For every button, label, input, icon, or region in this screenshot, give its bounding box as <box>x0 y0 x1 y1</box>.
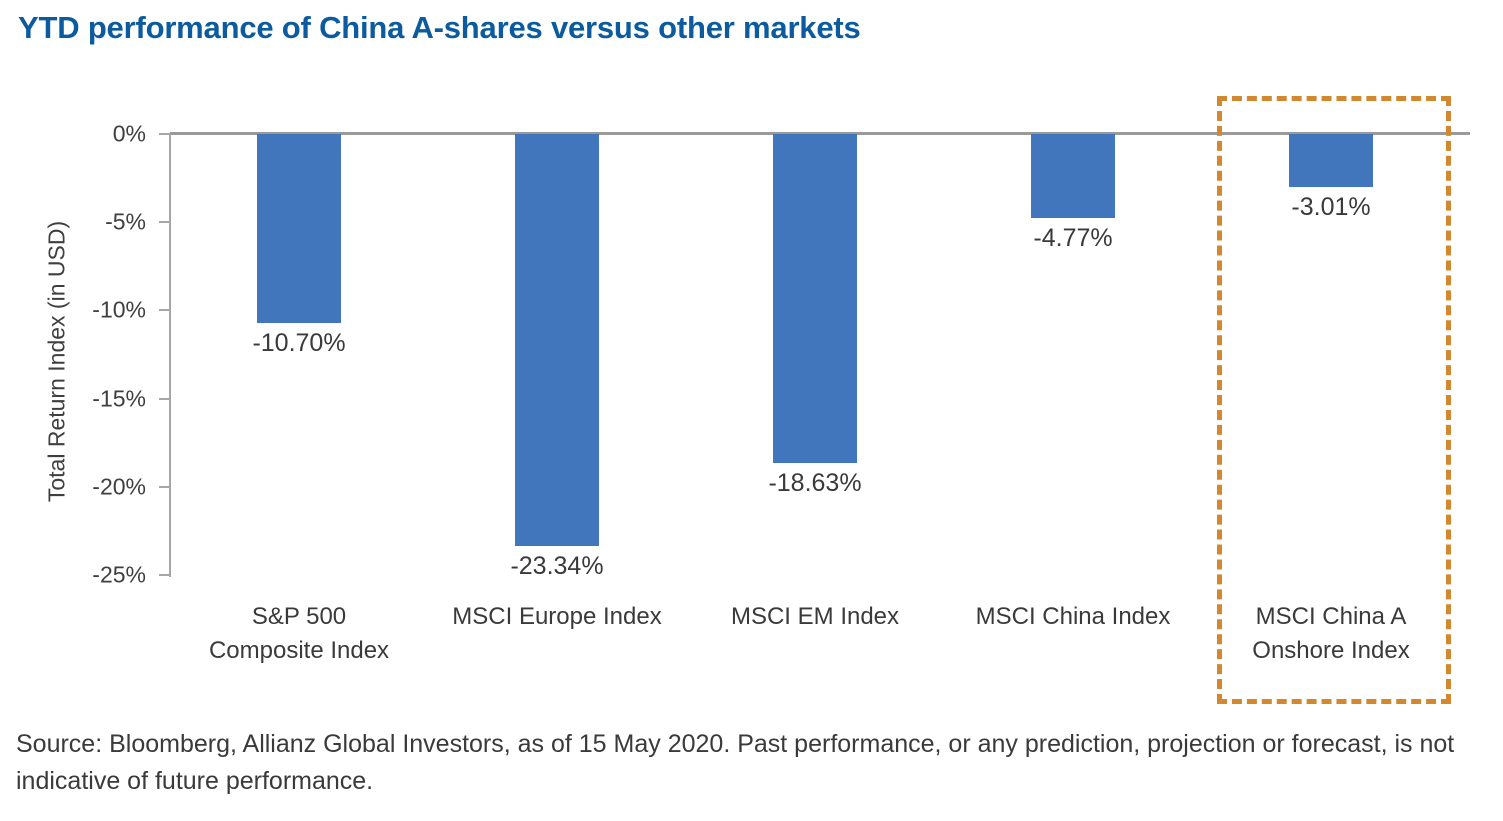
plot-area <box>170 134 1470 575</box>
y-axis-tick <box>159 397 170 400</box>
y-axis-tick <box>159 574 170 576</box>
y-axis-tick <box>159 221 170 224</box>
y-axis-tick-label: -25% <box>92 561 146 588</box>
bar-value-label: -18.63% <box>768 468 862 497</box>
bar-value-label: -23.34% <box>510 551 604 580</box>
category-label-line: Onshore Index <box>1252 637 1410 665</box>
y-axis-line <box>169 134 171 577</box>
y-axis-tick-label: -15% <box>92 385 146 412</box>
bar[interactable] <box>773 134 857 463</box>
bar-value-label: -4.77% <box>1033 224 1113 253</box>
source-note: Source: Bloomberg, Allianz Global Invest… <box>16 730 1455 795</box>
x-axis-category-label: MSCI EM Index <box>731 600 899 634</box>
bar[interactable] <box>515 134 599 546</box>
bar[interactable] <box>257 134 341 323</box>
category-label-line: MSCI Europe Index <box>452 603 662 630</box>
x-axis-category-label: S&P 500 Composite Index <box>209 600 389 668</box>
y-axis-tick <box>159 309 170 312</box>
y-axis-tick <box>159 485 170 488</box>
y-axis-tick <box>159 133 170 135</box>
category-label-line: MSCI China A <box>1255 603 1407 630</box>
category-label-line: Composite Index <box>208 637 390 665</box>
category-label-line: S&P 500 <box>251 603 347 630</box>
bar[interactable] <box>1289 134 1373 188</box>
x-axis-category-label: MSCI China A Onshore Index <box>1252 600 1409 668</box>
bar-value-label: -10.70% <box>252 328 346 357</box>
category-label-line: MSCI China Index <box>975 603 1171 630</box>
x-axis-category-label: MSCI Europe Index <box>452 600 661 634</box>
page-title: YTD performance of China A-shares versus… <box>18 10 861 45</box>
category-label-line: MSCI EM Index <box>730 603 900 630</box>
bar[interactable] <box>1031 134 1115 219</box>
y-axis-tick-label: -5% <box>105 208 146 235</box>
x-axis-category-label: MSCI China Index <box>976 600 1171 634</box>
y-axis-tick-label: -20% <box>92 473 146 500</box>
bar-chart-figure: Total Return Index (in USD) 0% -5% -10% -15… <box>43 96 1470 704</box>
y-axis-title: Total Return Index (in USD) <box>43 220 70 503</box>
zero-baseline <box>170 132 1470 135</box>
y-axis-tick-label: 0% <box>112 120 146 147</box>
y-axis-tick-label: -10% <box>92 296 146 323</box>
bar-value-label: -3.01% <box>1291 193 1371 222</box>
